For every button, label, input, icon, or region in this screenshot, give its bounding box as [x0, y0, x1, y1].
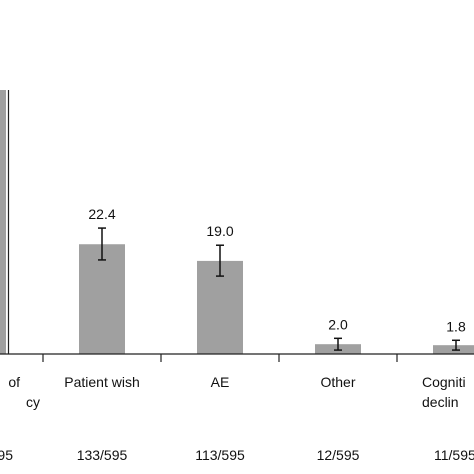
category-label-0-line-1: cy [26, 394, 40, 410]
count-label-3: 12/595 [317, 447, 360, 463]
category-label-0-line-0: of [8, 374, 20, 390]
count-label-0: 95 [0, 447, 13, 463]
category-label-2: AE [211, 374, 230, 390]
axis-layer [0, 90, 474, 362]
value-label-2: 19.0 [206, 223, 233, 239]
value-label-1: 22.4 [88, 206, 115, 222]
bars-layer [0, 90, 474, 354]
category-label-3: Other [320, 374, 355, 390]
category-label-4-line-0: Cogniti [422, 374, 466, 390]
count-label-1: 133/595 [77, 447, 128, 463]
count-label-2: 113/595 [195, 447, 245, 463]
category-label-1: Patient wish [64, 374, 139, 390]
value-label-4: 1.8 [446, 318, 466, 334]
category-label-4-line-1: declin [422, 394, 459, 410]
value-label-3: 2.0 [328, 316, 348, 332]
bar-1 [79, 244, 125, 354]
count-label-4: 11/595 [434, 447, 474, 463]
bar-0 [0, 90, 6, 354]
